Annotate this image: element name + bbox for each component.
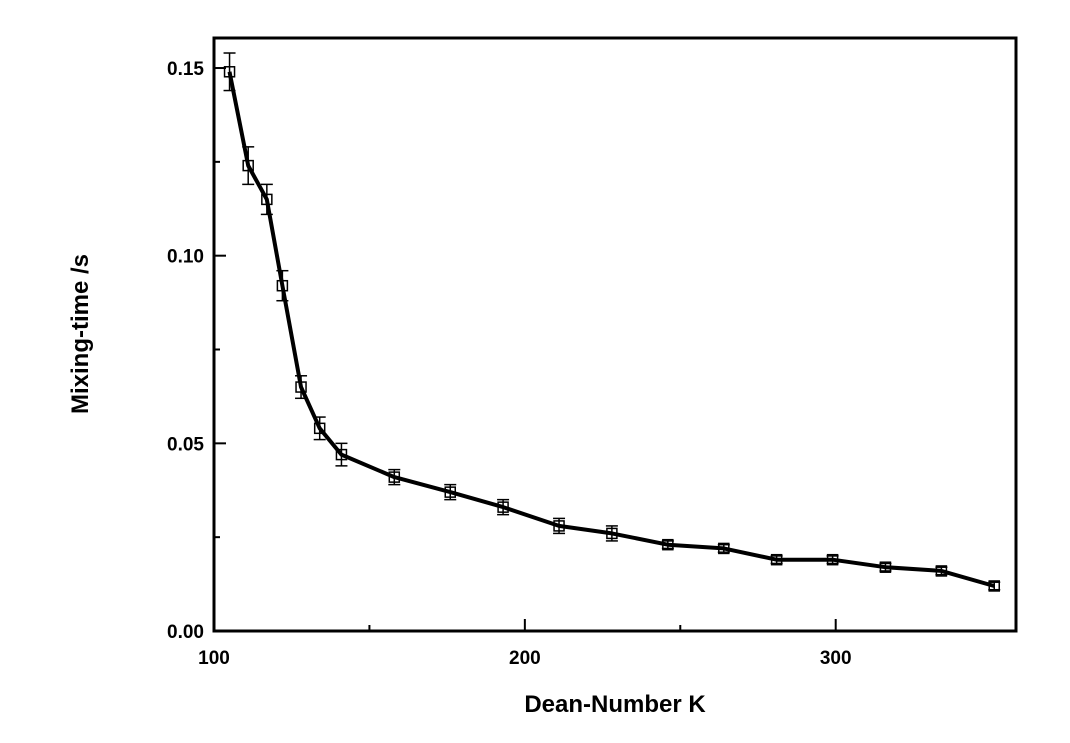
- data-point: [388, 471, 401, 483]
- data-point: [879, 561, 892, 573]
- data-point: [313, 422, 326, 435]
- series-line: [227, 71, 995, 588]
- data-point: [295, 381, 307, 393]
- data-point: [497, 501, 509, 513]
- data-point: [826, 553, 839, 566]
- data-point: [718, 542, 730, 555]
- data-point: [935, 565, 948, 577]
- axes-layer: 100 200 300 0.00 0.05 0.10 0.15: [167, 59, 852, 669]
- y-tick-label: 0.00: [167, 622, 204, 643]
- data-point: [444, 486, 456, 498]
- data-point: [553, 520, 565, 532]
- data-point: [770, 553, 783, 566]
- x-tick-label: 300: [820, 648, 852, 669]
- data-point: [335, 448, 348, 461]
- data-point: [223, 66, 236, 78]
- y-tick-label: 0.05: [167, 434, 204, 455]
- x-axis-title: Dean-Number K: [524, 691, 706, 718]
- y-tick-label: 0.15: [167, 59, 204, 80]
- x-tick-label: 200: [509, 648, 541, 669]
- y-tick-label: 0.10: [167, 247, 204, 268]
- data-point: [242, 159, 254, 172]
- marks-layer: [223, 52, 1001, 592]
- data-point: [276, 279, 289, 292]
- data-point: [988, 580, 1000, 592]
- y-axis-title: Mixing-time /s: [67, 254, 94, 414]
- plot-frame: [212, 36, 1018, 633]
- data-point: [261, 193, 273, 206]
- x-tick-label: 100: [198, 648, 230, 669]
- data-point: [606, 527, 618, 540]
- data-point: [662, 538, 674, 551]
